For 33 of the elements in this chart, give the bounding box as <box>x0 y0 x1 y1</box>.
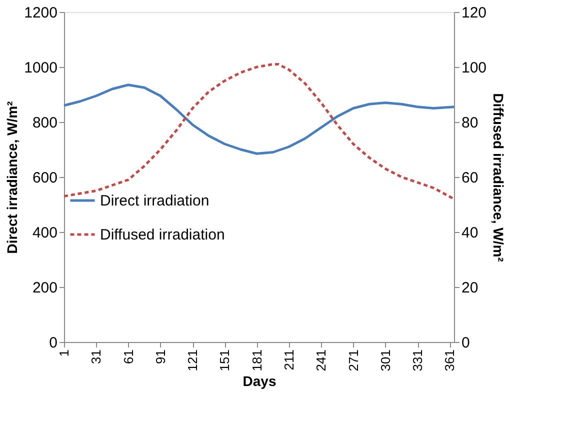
x-tick-label: 241 <box>314 350 329 372</box>
x-tick-label: 1 <box>56 350 72 357</box>
y2-tick-label: 120 <box>462 4 487 22</box>
line-series <box>62 84 456 155</box>
y2-tick-label: 60 <box>462 170 478 186</box>
x-tick-label: 121 <box>185 350 200 372</box>
x-tick-label: 61 <box>120 350 136 364</box>
y-tick-label: 800 <box>32 114 58 132</box>
x-tick-label: 151 <box>217 350 232 372</box>
y-tick-label: 0 <box>49 334 58 352</box>
x-tick-label: 91 <box>152 350 168 364</box>
legend-label: Direct irradiation <box>100 192 210 210</box>
x-tick-label: 211 <box>282 350 296 370</box>
y-tick-label: 1000 <box>24 60 58 76</box>
y-tick-label: 1200 <box>24 4 58 22</box>
x-tick-label: 271 <box>346 350 361 372</box>
y2-tick-label: 40 <box>462 224 478 242</box>
y2-axis-title: Diffused irradiance, W/m² <box>490 93 507 262</box>
y2-tick-label: 100 <box>462 60 487 76</box>
x-tick-label: 301 <box>378 350 393 372</box>
y2-tick-label: 0 <box>462 334 470 352</box>
x-axis-title: Days <box>242 373 276 390</box>
x-tick-label: 361 <box>442 350 458 372</box>
x-tick-label: 331 <box>410 350 426 372</box>
y2-tick-label: 80 <box>462 114 478 132</box>
y-tick-label: 200 <box>32 280 58 296</box>
x-tick-label: 181 <box>249 350 264 372</box>
legend-label: Diffused irradiation <box>100 226 225 244</box>
x-tick-label: 31 <box>88 350 104 364</box>
y-axis-title: Direct irradiance, W/m² <box>4 100 20 254</box>
y-tick-label: 600 <box>32 170 58 186</box>
y-tick-label: 400 <box>32 224 58 242</box>
y2-tick-label: 20 <box>462 280 478 296</box>
